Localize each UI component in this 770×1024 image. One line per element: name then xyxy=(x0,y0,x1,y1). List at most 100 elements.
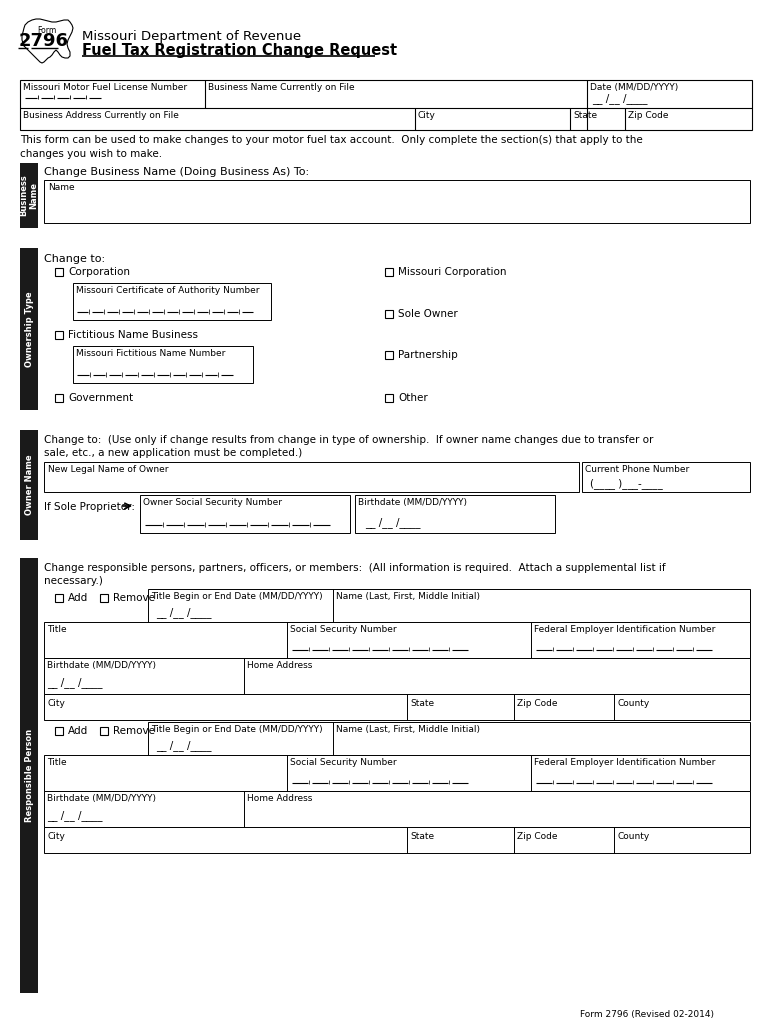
Text: __ /__ /____: __ /__ /____ xyxy=(156,607,212,617)
Text: Birthdate (MM/DD/YYYY): Birthdate (MM/DD/YYYY) xyxy=(47,794,156,803)
Text: __ /__ /____: __ /__ /____ xyxy=(156,740,212,751)
Text: Change to:: Change to: xyxy=(44,254,105,264)
Text: Title Begin or End Date (MM/DD/YYYY): Title Begin or End Date (MM/DD/YYYY) xyxy=(151,725,323,734)
Text: Birthdate (MM/DD/YYYY): Birthdate (MM/DD/YYYY) xyxy=(47,662,156,670)
Bar xyxy=(73,283,271,319)
Bar xyxy=(385,351,393,359)
Text: Missouri Certificate of Authority Number: Missouri Certificate of Authority Number xyxy=(76,286,259,295)
Text: Remove: Remove xyxy=(113,726,155,736)
Text: Name: Name xyxy=(48,183,75,193)
Bar xyxy=(55,268,63,276)
Text: Fuel Tax Registration Change Request: Fuel Tax Registration Change Request xyxy=(82,43,397,58)
Text: Business
Name: Business Name xyxy=(19,175,38,216)
Bar xyxy=(385,268,393,276)
Text: Change to:  (Use only if change results from change in type of ownership.  If ow: Change to: (Use only if change results f… xyxy=(44,435,654,445)
Text: Zip Code: Zip Code xyxy=(517,699,557,708)
Text: __ /__ /____: __ /__ /____ xyxy=(592,93,648,103)
Bar xyxy=(55,727,63,735)
Text: Home Address: Home Address xyxy=(247,794,313,803)
Bar xyxy=(44,791,750,827)
Bar xyxy=(20,163,38,228)
Text: Government: Government xyxy=(68,393,133,403)
Text: Sole Owner: Sole Owner xyxy=(398,309,457,319)
Text: City: City xyxy=(418,111,436,120)
Bar xyxy=(385,394,393,402)
Text: Current Phone Number: Current Phone Number xyxy=(585,465,689,474)
Text: Remove: Remove xyxy=(113,593,155,603)
Text: Owner Social Security Number: Owner Social Security Number xyxy=(143,498,282,507)
Text: Date (MM/DD/YYYY): Date (MM/DD/YYYY) xyxy=(590,83,678,92)
Bar xyxy=(44,622,750,658)
Text: Social Security Number: Social Security Number xyxy=(290,758,397,767)
Text: Missouri Corporation: Missouri Corporation xyxy=(398,267,507,278)
Bar xyxy=(100,727,108,735)
Text: Missouri Department of Revenue: Missouri Department of Revenue xyxy=(82,30,301,43)
Text: Missouri Fictitious Name Number: Missouri Fictitious Name Number xyxy=(76,349,226,358)
Text: __ /__ /____: __ /__ /____ xyxy=(365,517,420,528)
Bar xyxy=(55,331,63,339)
Text: Business Address Currently on File: Business Address Currently on File xyxy=(23,111,179,120)
Polygon shape xyxy=(22,19,73,63)
Text: Missouri Motor Fuel License Number: Missouri Motor Fuel License Number xyxy=(23,83,187,92)
Bar xyxy=(100,594,108,602)
Text: sale, etc., a new application must be completed.): sale, etc., a new application must be co… xyxy=(44,449,303,458)
Bar xyxy=(55,594,63,602)
Text: Owner Name: Owner Name xyxy=(25,455,34,515)
Text: County: County xyxy=(617,831,649,841)
Bar xyxy=(140,495,350,534)
Bar xyxy=(20,80,752,130)
Text: Name (Last, First, Middle Initial): Name (Last, First, Middle Initial) xyxy=(336,725,480,734)
Text: If Sole Proprietor:: If Sole Proprietor: xyxy=(44,502,135,512)
Text: Name (Last, First, Middle Initial): Name (Last, First, Middle Initial) xyxy=(336,592,480,601)
Text: Add: Add xyxy=(68,593,89,603)
Text: Zip Code: Zip Code xyxy=(517,831,557,841)
Bar xyxy=(44,694,750,720)
Text: County: County xyxy=(617,699,649,708)
Text: Fictitious Name Business: Fictitious Name Business xyxy=(68,330,198,340)
Text: Federal Employer Identification Number: Federal Employer Identification Number xyxy=(534,625,715,634)
Bar xyxy=(582,462,750,492)
Text: Corporation: Corporation xyxy=(68,267,130,278)
Text: Federal Employer Identification Number: Federal Employer Identification Number xyxy=(534,758,715,767)
Text: City: City xyxy=(47,831,65,841)
Text: State: State xyxy=(410,699,434,708)
Text: Title Begin or End Date (MM/DD/YYYY): Title Begin or End Date (MM/DD/YYYY) xyxy=(151,592,323,601)
Text: Other: Other xyxy=(398,393,428,403)
Text: Change responsible persons, partners, officers, or members:  (All information is: Change responsible persons, partners, of… xyxy=(44,563,665,573)
Text: Home Address: Home Address xyxy=(247,662,313,670)
Bar xyxy=(355,495,555,534)
Bar xyxy=(20,430,38,540)
Text: 2796: 2796 xyxy=(19,32,69,50)
Text: Form: Form xyxy=(38,26,57,35)
Bar xyxy=(44,827,750,853)
Bar xyxy=(55,394,63,402)
Text: Ownership Type: Ownership Type xyxy=(25,291,34,367)
Text: Form 2796 (Revised 02-2014): Form 2796 (Revised 02-2014) xyxy=(580,1010,714,1019)
Text: Birthdate (MM/DD/YYYY): Birthdate (MM/DD/YYYY) xyxy=(358,498,467,507)
Text: __ /__ /____: __ /__ /____ xyxy=(47,677,102,688)
Bar xyxy=(44,180,750,223)
Text: State: State xyxy=(573,111,597,120)
Text: State: State xyxy=(410,831,434,841)
Text: Add: Add xyxy=(68,726,89,736)
Text: Responsible Person: Responsible Person xyxy=(25,729,34,822)
Text: Social Security Number: Social Security Number xyxy=(290,625,397,634)
Bar xyxy=(148,589,750,622)
Text: changes you wish to make.: changes you wish to make. xyxy=(20,150,162,159)
Text: Business Name Currently on File: Business Name Currently on File xyxy=(208,83,355,92)
Text: Change Business Name (Doing Business As) To:: Change Business Name (Doing Business As)… xyxy=(44,167,309,177)
Text: This form can be used to make changes to your motor fuel tax account.  Only comp: This form can be used to make changes to… xyxy=(20,135,643,145)
Text: necessary.): necessary.) xyxy=(44,575,103,586)
Bar xyxy=(44,658,750,694)
Text: Zip Code: Zip Code xyxy=(628,111,668,120)
Text: Partnership: Partnership xyxy=(398,350,457,360)
Bar xyxy=(73,346,253,383)
Text: Title: Title xyxy=(47,625,67,634)
Bar xyxy=(385,310,393,318)
Text: __ /__ /____: __ /__ /____ xyxy=(47,810,102,821)
Text: New Legal Name of Owner: New Legal Name of Owner xyxy=(48,465,169,474)
Text: (____ )___-____: (____ )___-____ xyxy=(590,478,663,488)
Text: City: City xyxy=(47,699,65,708)
Text: Title: Title xyxy=(47,758,67,767)
Bar xyxy=(44,755,750,791)
